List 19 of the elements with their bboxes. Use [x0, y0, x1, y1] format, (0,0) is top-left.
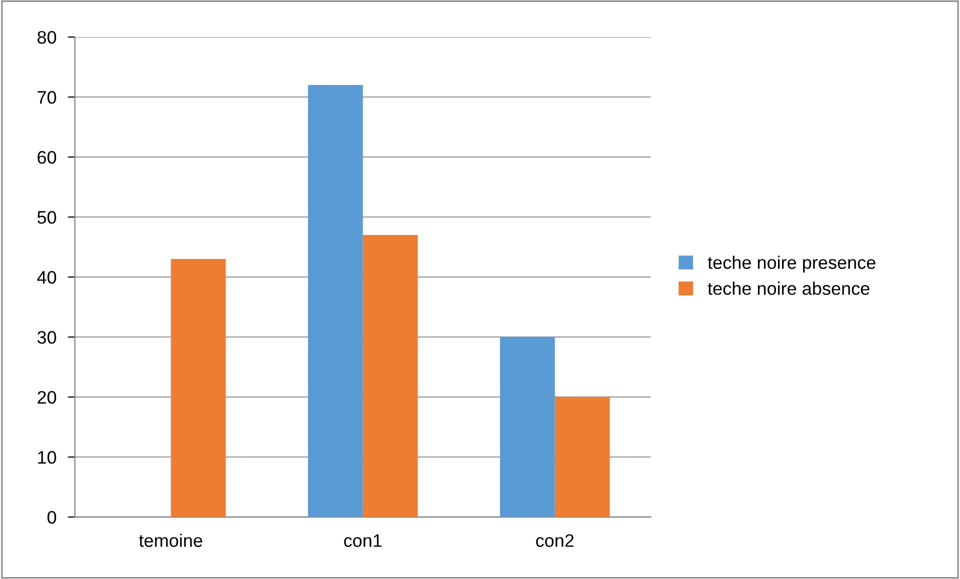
y-tick-label: 50: [37, 210, 56, 224]
y-tick-label: 80: [38, 30, 56, 44]
y-tick-label: 30: [37, 330, 56, 344]
y-tick-label: 40: [37, 270, 56, 284]
x-tick-label: con2: [536, 534, 574, 547]
legend-label: teche noire absence: [708, 282, 870, 295]
y-tick-label: 0: [47, 510, 56, 524]
y-tick-label: 20: [38, 390, 56, 404]
bar: [554, 397, 610, 518]
bar: [500, 337, 555, 518]
bar: [308, 85, 363, 518]
y-tick-label: 10: [38, 450, 56, 464]
y-tick-label: 60: [38, 150, 56, 164]
bar: [362, 235, 418, 518]
x-tick-label: con1: [344, 534, 382, 547]
bar: [170, 259, 226, 518]
legend-label: teche noire presence: [708, 256, 876, 273]
y-tick-label: 70: [38, 90, 56, 104]
x-tick-label: temoine: [139, 534, 202, 547]
